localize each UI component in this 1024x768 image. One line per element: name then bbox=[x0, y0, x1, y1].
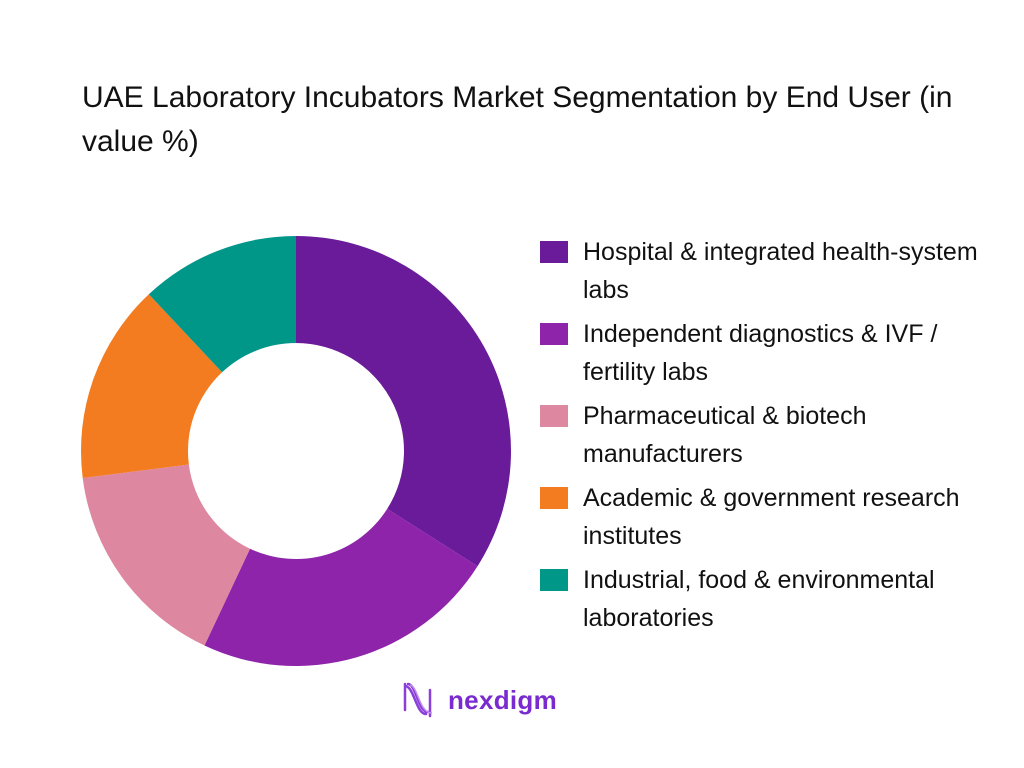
legend-item: Academic & government research institute… bbox=[540, 479, 1000, 561]
legend-label: Pharmaceutical & biotech manufacturers bbox=[583, 402, 867, 468]
legend-label: Industrial, food & environmental laborat… bbox=[583, 566, 935, 632]
legend-swatch bbox=[540, 569, 568, 591]
legend-label: Hospital & integrated health-system labs bbox=[583, 238, 978, 304]
legend-item: Pharmaceutical & biotech manufacturers bbox=[540, 397, 1000, 479]
legend-swatch bbox=[540, 405, 568, 427]
legend-swatch bbox=[540, 323, 568, 345]
donut-segment bbox=[296, 236, 512, 567]
legend-label: Independent diagnostics & IVF / fertilit… bbox=[583, 320, 938, 386]
logo-text: nexdigm bbox=[448, 684, 558, 715]
chart-title: UAE Laboratory Incubators Market Segment… bbox=[82, 81, 953, 158]
donut-segment bbox=[204, 508, 478, 667]
legend-item: Industrial, food & environmental laborat… bbox=[540, 561, 1000, 643]
legend: Hospital & integrated health-system labs… bbox=[540, 233, 1000, 643]
legend-swatch bbox=[540, 241, 568, 263]
donut-segment bbox=[148, 236, 296, 373]
wave-logo-icon bbox=[403, 682, 433, 718]
legend-swatch bbox=[540, 487, 568, 509]
legend-item: Independent diagnostics & IVF / fertilit… bbox=[540, 315, 1000, 397]
legend-item: Hospital & integrated health-system labs bbox=[540, 233, 1000, 315]
nexdigm-logo: nexdigm bbox=[402, 680, 557, 720]
donut-segment bbox=[82, 464, 251, 646]
donut-segment bbox=[81, 294, 223, 478]
legend-label: Academic & government research institute… bbox=[583, 484, 960, 550]
